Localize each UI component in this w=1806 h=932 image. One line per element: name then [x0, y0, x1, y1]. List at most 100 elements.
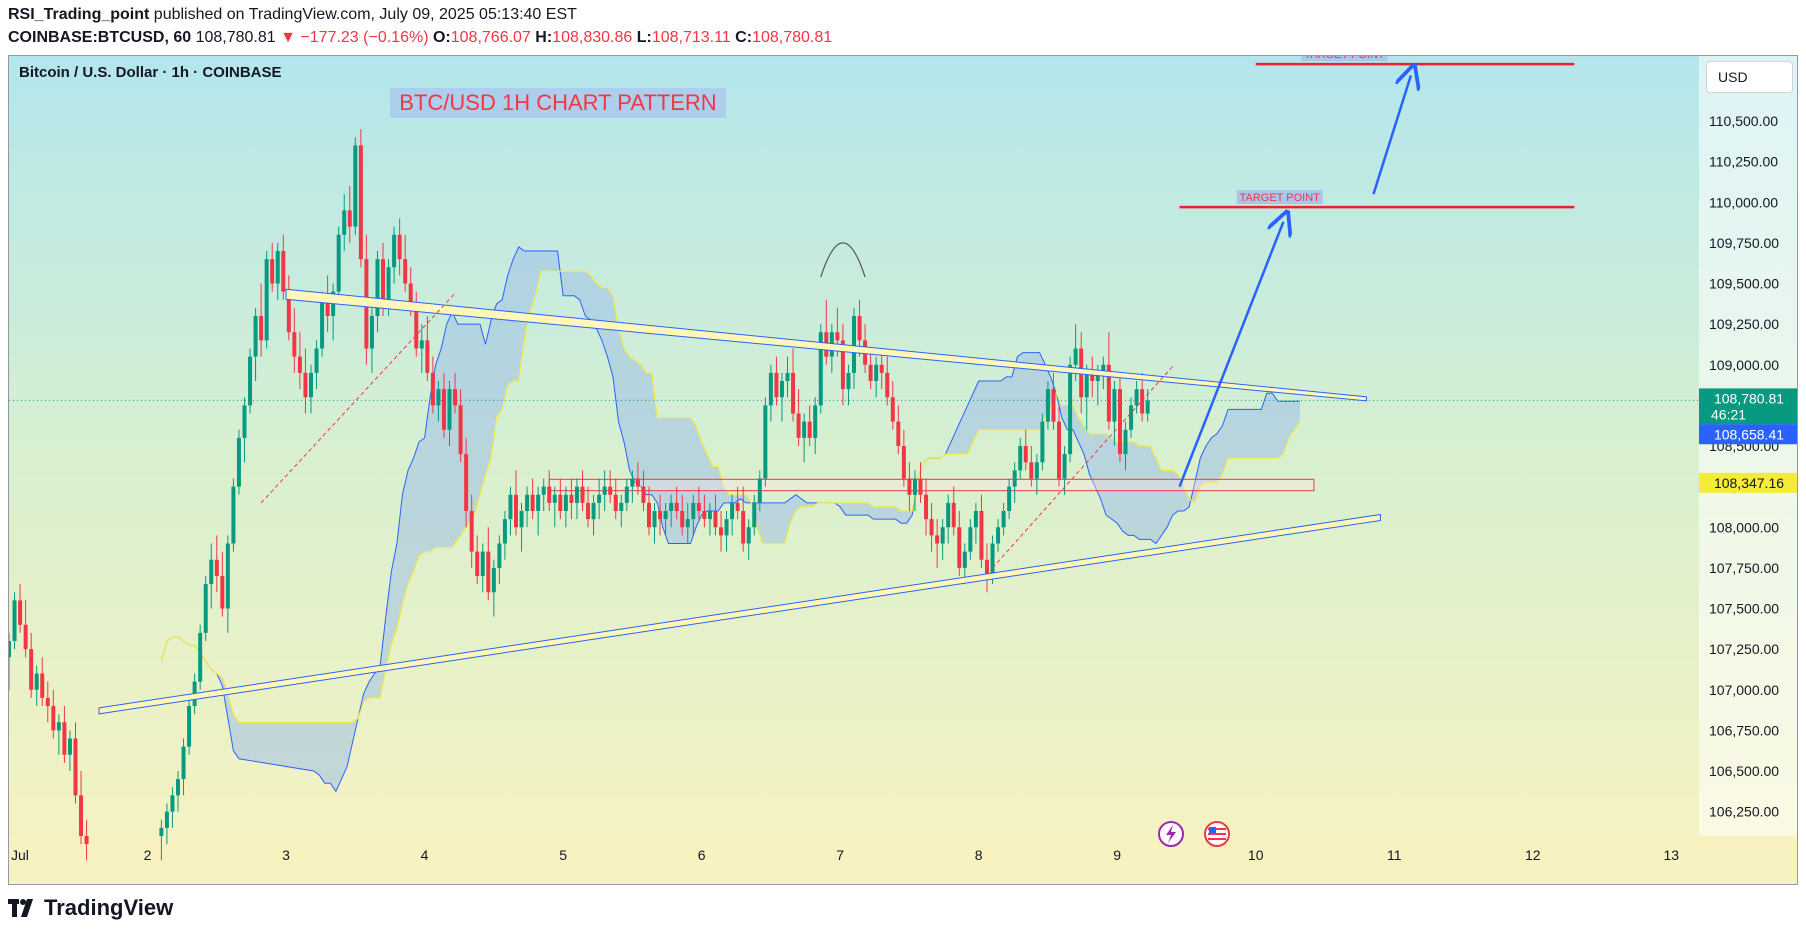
candle[interactable] — [303, 348, 308, 414]
currency-button[interactable]: USD — [1706, 61, 1793, 93]
candle[interactable] — [475, 535, 480, 585]
candle[interactable] — [746, 519, 751, 560]
candle[interactable] — [586, 486, 591, 528]
lower-trendline[interactable] — [98, 513, 1381, 715]
candle[interactable] — [248, 348, 253, 414]
candle[interactable] — [669, 494, 674, 528]
candle[interactable] — [912, 470, 917, 511]
candle[interactable] — [264, 251, 269, 349]
candle[interactable] — [901, 429, 906, 487]
candle[interactable] — [1112, 381, 1117, 446]
candle[interactable] — [563, 486, 568, 528]
candle[interactable] — [624, 478, 629, 512]
candle[interactable] — [846, 364, 851, 406]
candle[interactable] — [62, 706, 67, 763]
candle[interactable] — [918, 462, 923, 503]
candle[interactable] — [214, 535, 219, 593]
candle[interactable] — [1090, 356, 1095, 398]
candle[interactable] — [536, 486, 541, 536]
candle[interactable] — [225, 535, 230, 633]
candle[interactable] — [663, 502, 668, 536]
candle[interactable] — [353, 137, 358, 235]
candle[interactable] — [453, 372, 458, 414]
candle[interactable] — [187, 697, 192, 755]
candle[interactable] — [768, 364, 773, 422]
price-chart[interactable]: TARGET POINT TARGET POINT 106,250.00 106,5… — [9, 56, 1797, 884]
candle[interactable] — [45, 681, 50, 723]
candle[interactable] — [541, 478, 546, 512]
candle[interactable] — [1034, 454, 1039, 495]
candle[interactable] — [558, 478, 563, 520]
candle[interactable] — [779, 372, 784, 422]
candle[interactable] — [325, 275, 330, 333]
candle[interactable] — [940, 519, 945, 560]
candle[interactable] — [342, 194, 347, 251]
candle[interactable] — [464, 437, 469, 528]
candle[interactable] — [441, 372, 446, 438]
candle[interactable] — [292, 307, 297, 373]
candle[interactable] — [514, 470, 518, 536]
candle[interactable] — [874, 356, 879, 398]
candle[interactable] — [696, 486, 701, 520]
candle[interactable] — [181, 738, 186, 796]
candle[interactable] — [1007, 478, 1012, 520]
candle[interactable] — [1084, 364, 1089, 430]
candle[interactable] — [713, 494, 718, 536]
candle[interactable] — [176, 771, 180, 812]
candle[interactable] — [369, 307, 374, 373]
candle[interactable] — [270, 242, 275, 292]
candle[interactable] — [497, 535, 502, 585]
chart-container[interactable]: TARGET POINT TARGET POINT 106,250.00 106,5… — [8, 55, 1798, 885]
candle[interactable] — [691, 494, 696, 536]
us-flag-icon[interactable] — [1204, 821, 1230, 847]
candle[interactable] — [890, 381, 895, 430]
candle[interactable] — [403, 234, 408, 292]
candle[interactable] — [29, 632, 34, 698]
candle[interactable] — [231, 478, 236, 552]
candle[interactable] — [807, 405, 812, 446]
top-arc[interactable] — [820, 242, 866, 278]
candle[interactable] — [469, 494, 474, 568]
candle[interactable] — [946, 494, 951, 544]
candle[interactable] — [973, 502, 978, 544]
candle[interactable] — [447, 381, 452, 446]
candle[interactable] — [658, 494, 663, 536]
candle[interactable] — [430, 356, 435, 414]
candle[interactable] — [580, 470, 585, 511]
candle[interactable] — [547, 470, 552, 511]
candle[interactable] — [375, 251, 380, 333]
candle[interactable] — [569, 478, 574, 520]
candle[interactable] — [619, 494, 624, 528]
candle[interactable] — [281, 234, 286, 300]
candle[interactable] — [40, 657, 45, 706]
candle[interactable] — [56, 714, 61, 755]
upper-trendline[interactable] — [285, 288, 1368, 402]
candle[interactable] — [198, 624, 203, 690]
candle[interactable] — [1001, 502, 1006, 536]
candle[interactable] — [347, 186, 352, 243]
candle[interactable] — [491, 559, 496, 617]
candle[interactable] — [935, 519, 940, 568]
candle[interactable] — [1012, 462, 1017, 503]
rising-dashed-line[interactable] — [260, 292, 456, 504]
candle[interactable] — [774, 356, 779, 406]
candle[interactable] — [796, 389, 801, 446]
candle[interactable] — [702, 494, 707, 528]
candle[interactable] — [236, 429, 241, 495]
candle[interactable] — [259, 283, 264, 357]
candle[interactable] — [170, 787, 175, 828]
candle[interactable] — [591, 494, 596, 536]
candle[interactable] — [951, 486, 956, 536]
candle[interactable] — [253, 307, 258, 381]
candle[interactable] — [242, 397, 247, 463]
candle[interactable] — [979, 494, 984, 568]
candle[interactable] — [552, 486, 557, 528]
candle[interactable] — [159, 819, 164, 861]
candle[interactable] — [425, 316, 430, 381]
candle[interactable] — [984, 543, 989, 593]
candle[interactable] — [203, 576, 208, 641]
candle[interactable] — [164, 803, 169, 845]
candle[interactable] — [502, 511, 507, 560]
candle[interactable] — [597, 478, 602, 520]
candle[interactable] — [1117, 372, 1122, 463]
